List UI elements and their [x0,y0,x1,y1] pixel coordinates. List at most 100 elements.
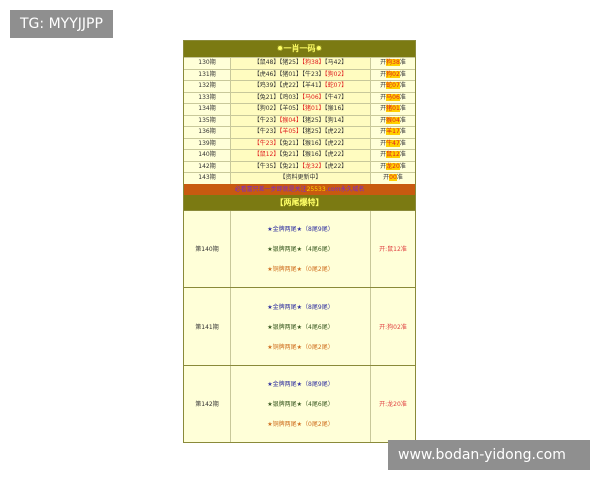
picks: 【兔21】【鸡03】【马06】【牛47】 [231,92,371,103]
period: 第142期 [184,365,231,442]
result-value: 狗38 [386,59,400,66]
tail-block: 第140期 ★金牌两尾★（8尾9尾） ★银牌两尾★（4尾6尾） ★铜牌两尾★（0尾2尾… [184,209,415,287]
period: 143期 [184,173,231,184]
table-row: 136期 【牛23】【羊05】【猪25】【虎22】 开羊17准 [184,126,415,138]
result: 开羊17准 [371,127,415,138]
pick: 【猪25】 [302,116,325,124]
pick: 【鼠48】 [253,59,280,66]
result-value: 猪01 [386,105,400,112]
period: 136期 [184,127,231,138]
pick: 【猴16】 [302,139,325,147]
silver-pick: ★银牌两尾★（4尾6尾） [267,401,334,409]
result: 开00准 [371,173,415,184]
result-suffix: 准 [399,70,406,78]
period: 142期 [184,161,231,172]
period: 134期 [184,104,231,115]
lottery-table: ✹一肖一码✹ 130期 【鼠48】【猪25】【狗38】【马42】 开狗38准 131期… [183,40,416,443]
picks: 【牛23】【兔21】【猴16】【虎22】 [231,138,371,149]
pick: 【猪01】 [302,105,325,112]
pick: 【鸡39】 [253,82,280,89]
pick: 【兔21】 [279,151,302,158]
pick: 【虎22】 [324,162,348,170]
result-prefix: 开 [380,105,387,112]
picks: 【牛23】【猴04】【猪25】【狗14】 [231,115,371,126]
promo-banner[interactable]: 必看富只差一步即就是关注25533.com永久域名 [184,183,415,195]
section1-title: ✹一肖一码✹ [184,41,415,57]
pick: 【兔21】 [253,93,280,101]
picks: 【鸡39】【虎22】【羊41】【蛇07】 [231,81,371,92]
table-row: 135期 【牛23】【猴04】【猪25】【狗14】 开猴04准 [184,114,415,127]
pick: 【牛23】 [253,128,280,135]
pick: 【虎22】 [324,128,348,135]
pick: 【羊05】 [279,128,302,135]
result-suffix: 准 [399,151,406,158]
pick: 【狗14】 [324,116,348,124]
gold-pick: ★金牌两尾★（8尾9尾） [267,381,334,389]
period: 第140期 [184,210,231,287]
result-prefix: 开 [380,93,387,101]
result-prefix: 开 [380,116,387,124]
result-value: 鼠12 [386,151,400,158]
result-suffix: 准 [399,162,406,170]
result-value: 牛47 [386,139,400,147]
table-row: 131期 【虎46】【猪01】【牛23】【狗02】 开狗02准 [184,68,415,80]
result-prefix: 开 [383,174,390,181]
pick: 【狗38】 [302,59,325,66]
pick: 【狗02】 [324,70,348,78]
result-suffix: 准 [399,59,406,66]
pick: 【猴16】 [302,151,325,158]
tail-block: 第141期 ★金牌两尾★（8尾9尾） ★银牌两尾★（4尾6尾） ★铜牌两尾★（0尾2尾… [184,287,415,365]
table-row: 142期 【牛35】【兔21】【龙32】【虎22】 开龙20准 [184,160,415,172]
banner-text: 必看富只差一步即就是关注 [234,185,307,193]
result-prefix: 开 [380,151,387,158]
pick: 【牛23】 [302,70,325,78]
result-suffix: 准 [399,139,406,147]
pick: 【兔21】 [279,162,302,170]
gold-pick: ★金牌两尾★（8尾9尾） [267,226,334,234]
period: 131期 [184,69,231,80]
table-row: 134期 【狗02】【羊05】【猪01】【猴16】 开猪01准 [184,103,415,115]
pick: 【羊05】 [279,105,302,112]
result: 开牛47准 [371,139,415,150]
section2-title: 【两尾爆特】 [184,194,415,210]
pick: 【猴16】 [324,105,348,112]
banner-domain: 25533 [306,185,326,193]
pick: 【牛47】 [324,93,348,101]
result-suffix: 准 [399,128,406,135]
tail-picks: ★金牌两尾★（8尾9尾） ★银牌两尾★（4尾6尾） ★铜牌两尾★（0尾2尾） [231,365,371,442]
result-value: 马06 [386,93,400,101]
result: 开猴04准 [371,116,415,127]
pick: 【龙32】 [302,162,325,170]
result: 开狗38准 [371,58,415,69]
table-row: 132期 【鸡39】【虎22】【羊41】【蛇07】 开蛇07准 [184,80,415,92]
picks: 【狗02】【羊05】【猪01】【猴16】 [231,104,371,115]
tail-picks: ★金牌两尾★（8尾9尾） ★银牌两尾★（4尾6尾） ★铜牌两尾★（0尾2尾） [231,210,371,287]
table-row: 139期 【牛23】【兔21】【猴16】【虎22】 开牛47准 [184,137,415,150]
result-value: 狗02 [386,70,400,78]
result-prefix: 开 [380,139,387,147]
period: 133期 [184,92,231,103]
period: 140期 [184,150,231,161]
pick: 【虎22】 [279,82,302,89]
pick: 【牛23】 [253,139,280,147]
result-suffix: 准 [399,93,406,101]
result-suffix: 准 [396,174,403,181]
period: 135期 [184,115,231,126]
table-row: 133期 【兔21】【鸡03】【马06】【牛47】 开马06准 [184,91,415,103]
result-value: 00 [389,174,397,181]
result-value: 羊17 [386,128,400,135]
result-prefix: 开 [380,82,387,89]
pick: 【虎22】 [324,151,348,158]
result-prefix: 开 [380,70,387,78]
pick: 【马42】 [324,59,348,66]
picks: 【鼠12】【兔21】【猴16】【虎22】 [231,150,371,161]
pick: 【猪25】 [279,59,302,66]
pick: 【马06】 [302,93,325,101]
pick: 【猴04】 [279,116,302,124]
bronze-pick: ★铜牌两尾★（0尾2尾） [267,266,334,274]
bronze-pick: ★铜牌两尾★（0尾2尾） [267,343,334,351]
pick: 【鸡03】 [279,93,302,101]
gold-pick: ★金牌两尾★（8尾9尾） [267,303,334,311]
result-prefix: 开 [380,128,387,135]
picks: 【牛35】【兔21】【龙32】【虎22】 [231,161,371,172]
